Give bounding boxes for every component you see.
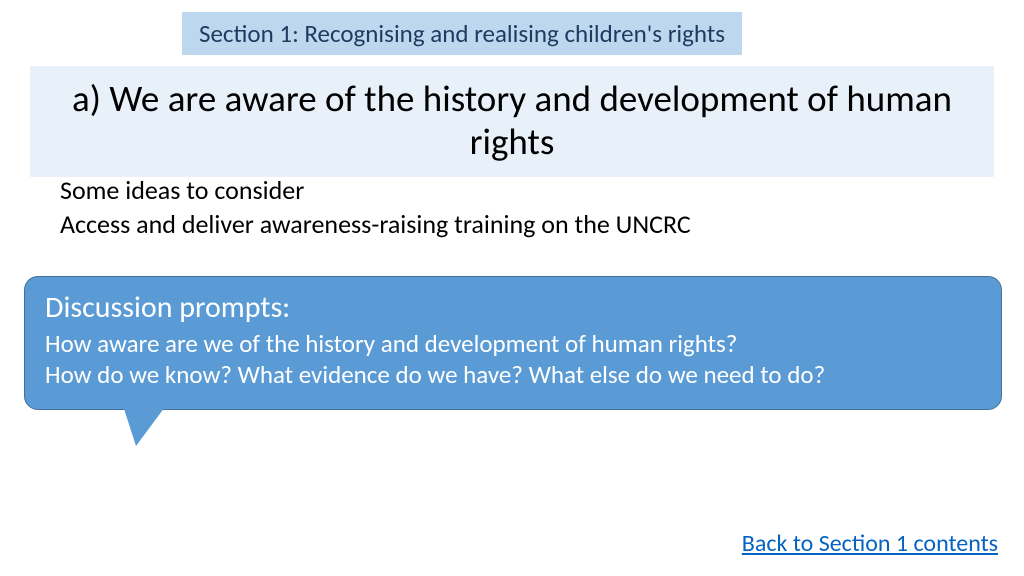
prompt-title: Discussion prompts: [45, 289, 981, 326]
access-text: Access and deliver awareness-raising tra… [60, 208, 691, 240]
main-title: a) We are aware of the history and devel… [30, 66, 994, 177]
ideas-label: Some ideas to consider [60, 174, 304, 206]
prompt-line-2: How do we know? What evidence do we have… [45, 359, 981, 390]
prompt-line-1: How aware are we of the history and deve… [45, 328, 981, 359]
back-link[interactable]: Back to Section 1 contents [742, 529, 998, 558]
section-header: Section 1: Recognising and realising chi… [182, 12, 742, 55]
callout-tail [116, 384, 182, 446]
discussion-callout: Discussion prompts: How aware are we of … [24, 276, 1002, 476]
